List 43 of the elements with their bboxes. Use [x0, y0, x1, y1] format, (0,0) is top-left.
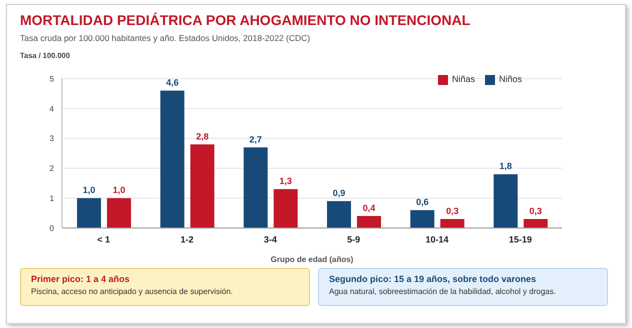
- chart-subtitle: Tasa cruda por 100.000 habitantes y año. Estados Unidos, 2018-2022 (CDC): [20, 33, 310, 43]
- data-label: 2,7: [249, 134, 262, 144]
- bar: [494, 174, 518, 228]
- bar: [357, 216, 381, 228]
- data-label: 0,3: [529, 206, 542, 216]
- data-label: 0,6: [416, 197, 429, 208]
- y-tick-label: 0: [50, 224, 55, 233]
- x-tick-label: 5-9: [347, 234, 360, 244]
- x-tick-label: 1-2: [180, 234, 194, 244]
- x-tick-label: < 1: [97, 234, 110, 244]
- legend-label: Niñas: [452, 74, 475, 84]
- data-label: 1,0: [82, 185, 96, 196]
- y-tick-label: 1: [50, 194, 55, 203]
- callout-box: Segundo pico: 15 a 19 años, sobre todo varones Agua natural, sobreestimación de la habilidad, alcohol y drogas.: [318, 268, 608, 306]
- y-tick-label: 4: [50, 104, 55, 114]
- bar: [524, 219, 548, 228]
- bar: [410, 210, 434, 228]
- y-tick-label: 3: [50, 134, 55, 144]
- bar: [440, 219, 464, 228]
- bar: [190, 144, 214, 228]
- bar: [244, 147, 268, 228]
- data-label: 0,4: [362, 203, 376, 214]
- chart-title: MORTALIDAD PEDIÁTRICA POR AHOGAMIENTO NO INTENCIONAL: [20, 12, 470, 28]
- data-label: 0,9: [332, 188, 346, 198]
- y-tick-label: 5: [50, 74, 55, 84]
- x-tick-label: 15-19: [508, 234, 532, 244]
- callout-box: Primer pico: 1 a 4 años Piscina, acceso no anticipado y ausencia de supervisión.: [20, 268, 310, 306]
- y-tick-label: 2: [50, 164, 55, 174]
- data-label: 1,3: [279, 176, 292, 186]
- bar: [77, 198, 101, 228]
- data-label: 1,8: [499, 161, 512, 172]
- bar: [160, 90, 184, 228]
- data-label: 2,8: [196, 131, 209, 142]
- bar: [274, 189, 298, 228]
- legend-label: Niños: [498, 74, 522, 84]
- data-label: 0,3: [446, 206, 459, 216]
- bar: [107, 198, 131, 228]
- bar: [327, 201, 351, 228]
- x-tick-label: 10-14: [425, 234, 449, 244]
- data-label: 4,6: [166, 78, 179, 88]
- x-tick-label: 3-4: [264, 234, 277, 244]
- x-axis-title: Grupo de edad (años): [270, 255, 354, 264]
- data-label: 1,0: [112, 185, 126, 196]
